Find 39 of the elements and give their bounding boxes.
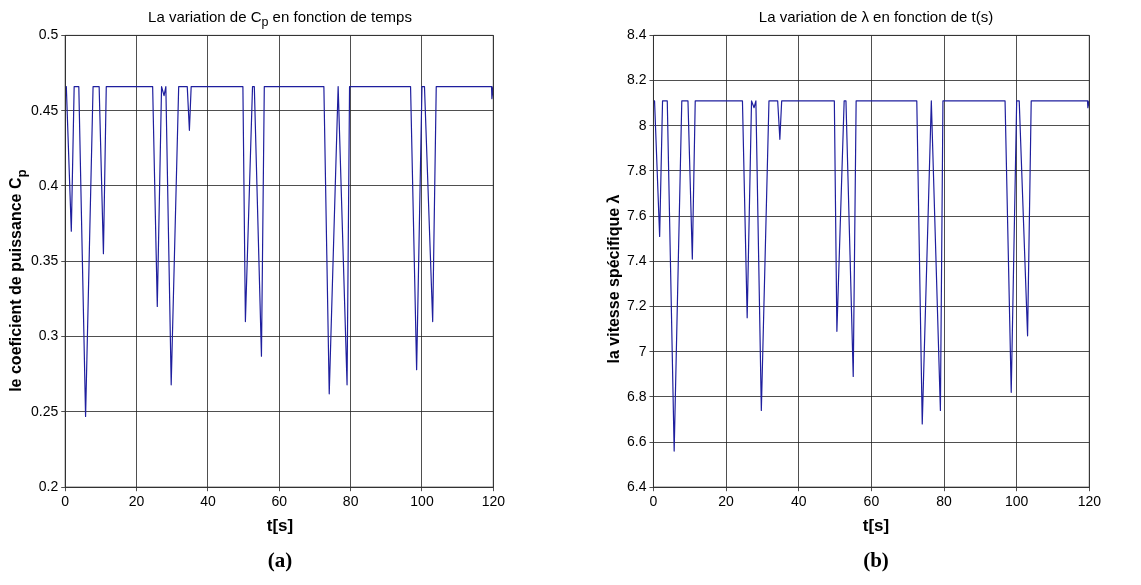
y-tick-label: 0.35 — [31, 252, 59, 269]
x-tick-label: 80 — [342, 493, 359, 510]
y-tick-label: 8.2 — [626, 71, 647, 88]
y-tick-label: 7.8 — [626, 161, 647, 178]
x-tick-label: 60 — [271, 493, 288, 510]
y-tick-label: 8 — [638, 116, 647, 133]
x-axis-title: t[s] — [265, 516, 295, 536]
x-tick-label: 120 — [1077, 493, 1102, 510]
text: (a) — [266, 548, 294, 573]
x-axis-title: t[s] — [861, 516, 891, 536]
y-tick-label: 6.8 — [626, 387, 647, 404]
y-tick-label: 0.4 — [38, 176, 59, 193]
chart-title: La variation de λ en fonction de t(s) — [757, 8, 995, 25]
x-tick-label: 20 — [128, 493, 145, 510]
x-tick-label: 40 — [790, 493, 807, 510]
x-tick-label: 60 — [863, 493, 880, 510]
y-tick-label: 7.2 — [626, 297, 647, 314]
x-tick-label: 120 — [481, 493, 506, 510]
y-tick-label: 0.5 — [38, 26, 59, 43]
chart-title: La variation de C$_{p}$ en fonction de temps — [147, 8, 413, 29]
text: (b) — [862, 548, 890, 573]
y-tick-label: 7 — [638, 342, 647, 359]
x-tick-label: 40 — [200, 493, 216, 510]
y-tick-label: 0.2 — [38, 478, 59, 495]
y-tick-label: 0.45 — [31, 101, 59, 118]
y-tick-label: 7.6 — [626, 206, 647, 223]
y-tick-label: 6.4 — [626, 478, 647, 495]
x-tick-label: 80 — [936, 493, 953, 510]
y-tick-label: 8.4 — [626, 26, 647, 43]
y-tick-label: 0.25 — [31, 402, 59, 419]
x-tick-label: 100 — [1005, 493, 1029, 510]
y-tick-label: 6.6 — [626, 432, 647, 449]
x-tick-label: 0 — [61, 493, 70, 510]
y-tick-label: 7.4 — [626, 252, 647, 269]
y-axis-title: la vitesse spécifique λ — [605, 193, 623, 366]
y-tick-label: 0.3 — [38, 327, 59, 344]
x-tick-label: 0 — [649, 493, 658, 510]
x-tick-label: 100 — [410, 493, 434, 510]
x-tick-label: 20 — [718, 493, 735, 510]
